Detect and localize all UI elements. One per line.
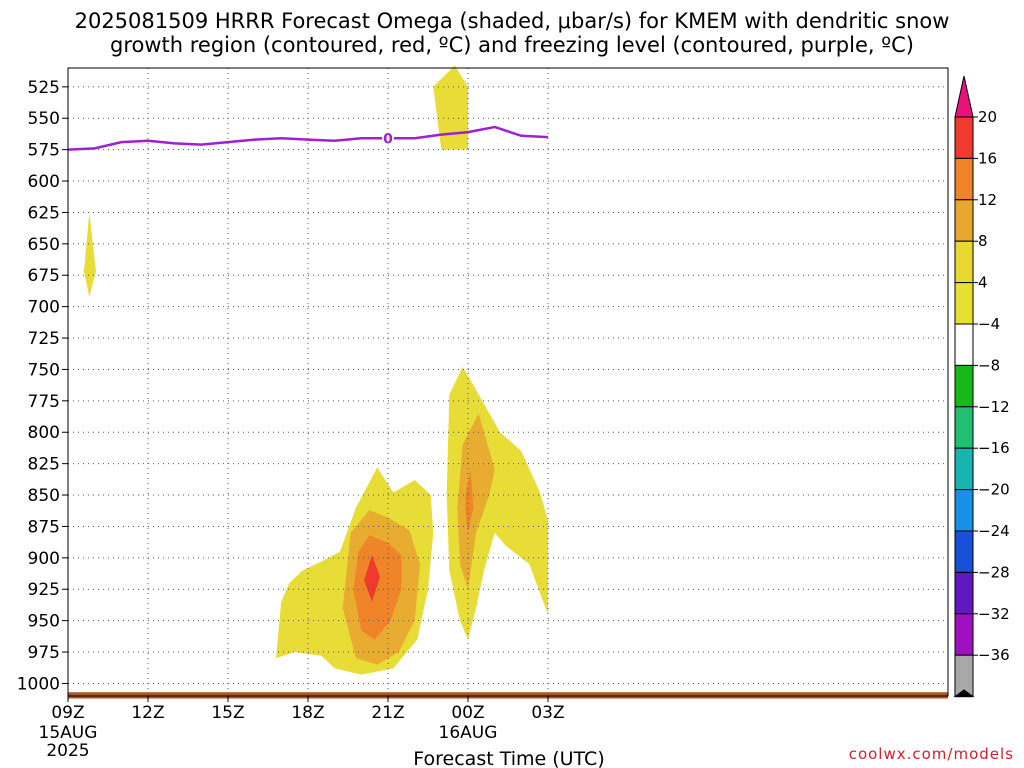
- x-axis-label: Forecast Time (UTC): [413, 748, 604, 768]
- x-tick-label: 15Z: [211, 703, 244, 723]
- y-tick-label: 675: [28, 266, 60, 286]
- colorbar-tick-label: −28: [978, 563, 1010, 581]
- omega-region-4-8-1: [433, 65, 468, 150]
- y-tick-label: 550: [28, 109, 60, 129]
- colorbar-tick-label: −20: [978, 481, 1010, 499]
- omega-region-12-16-6: [353, 535, 402, 640]
- y-tick-label: 975: [28, 643, 60, 663]
- colorbar-tick-label: −24: [978, 522, 1010, 540]
- colorbar-tick-label: −8: [978, 356, 1000, 374]
- freezing-level-label: 0: [383, 131, 393, 147]
- colorbar-segment: [954, 447, 974, 491]
- grid-lines: [67, 68, 948, 696]
- y-tick-label: 950: [28, 612, 60, 632]
- colorbar-segment: [954, 406, 974, 449]
- x-tick-label: 09Z: [51, 703, 84, 723]
- y-tick-label: 600: [28, 172, 60, 192]
- colorbar-tick-label: −12: [978, 398, 1010, 416]
- colorbar-tick-label: 20: [978, 108, 997, 126]
- colorbar-segment: [954, 240, 974, 284]
- omega-region-4-8-0: [84, 212, 96, 297]
- colorbar-tick-label: −32: [978, 605, 1010, 623]
- x-tick-label: 03Z: [531, 703, 564, 723]
- colorbar-tick-label: −36: [978, 646, 1010, 664]
- freezing-level-contour: 0: [67, 125, 549, 151]
- x-tick-label: 18Z: [291, 703, 324, 723]
- x-tick-year-label: 2025: [46, 741, 89, 761]
- colorbar-tick-label: 4: [978, 274, 988, 292]
- x-tick-label: 12Z: [131, 703, 164, 723]
- freezing-level-line: [67, 125, 549, 151]
- y-tick-label: 900: [28, 549, 60, 569]
- colorbar-tick-label: −4: [978, 315, 1000, 333]
- y-tick-label: 625: [28, 203, 60, 223]
- chart-title-line1: 2025081509 HRRR Forecast Omega (shaded, …: [75, 9, 950, 33]
- colorbar-segment: [954, 364, 974, 408]
- colorbar-segment: [954, 282, 974, 325]
- y-tick-label: 575: [28, 141, 60, 161]
- colorbar-tick-label: −16: [978, 439, 1010, 457]
- plot-frame: [67, 67, 949, 697]
- omega-region-8-12-5: [457, 413, 495, 590]
- omega-region-16-20-8: [364, 555, 380, 602]
- x-tick-date-label: 15AUG: [39, 723, 98, 743]
- omega-shaded-regions: [84, 65, 548, 675]
- surface-terrain-band: [68, 692, 948, 699]
- y-tick-label: 925: [28, 580, 60, 600]
- y-tick-label: 850: [28, 486, 60, 506]
- colorbar-segment: [954, 157, 974, 201]
- x-tick-label: 00Z: [451, 703, 484, 723]
- y-tick-label: 1000: [17, 674, 60, 694]
- colorbar-top-arrow: [954, 75, 974, 118]
- colorbar-segment: [954, 530, 974, 573]
- colorbar-bottom-arrow: [953, 689, 975, 698]
- freezing-label-bg: [382, 129, 394, 146]
- colorbar: 20 16 12 8 4 −4 −8 −12 −16 −20 −24 −28 −32 −36: [953, 75, 1010, 698]
- y-tick-label: 875: [28, 517, 60, 537]
- y-tick-label: 775: [28, 392, 60, 412]
- y-tick-label: 525: [28, 78, 60, 98]
- y-tick-label: 700: [28, 298, 60, 318]
- y-axis-ticks: 525 550 575 600 625 650 675 700 725 750 775 800 825 8…: [17, 78, 68, 694]
- x-tick-date-label: 16AUG: [439, 723, 498, 743]
- colorbar-segment: [954, 571, 974, 615]
- y-tick-label: 825: [28, 455, 60, 475]
- colorbar-segment: [954, 116, 974, 159]
- y-tick-label: 750: [28, 360, 60, 380]
- credit-text: coolwx.com/models: [849, 745, 1014, 763]
- colorbar-segment: [954, 199, 974, 242]
- x-tick-label: 21Z: [371, 703, 404, 723]
- surface-band-rect: [68, 692, 948, 699]
- colorbar-segment: [954, 323, 974, 366]
- colorbar-tick-label: 16: [978, 149, 997, 167]
- y-tick-label: 650: [28, 235, 60, 255]
- colorbar-tick-label: 12: [978, 191, 997, 209]
- colorbar-segment: [954, 613, 974, 656]
- y-tick-label: 800: [28, 423, 60, 443]
- y-tick-label: 725: [28, 329, 60, 349]
- colorbar-segment: [954, 489, 974, 532]
- omega-region-12-16-7: [465, 469, 474, 533]
- chart-title-line2: growth region (contoured, red, ºC) and f…: [110, 33, 914, 57]
- colorbar-tick-label: 8: [978, 232, 988, 250]
